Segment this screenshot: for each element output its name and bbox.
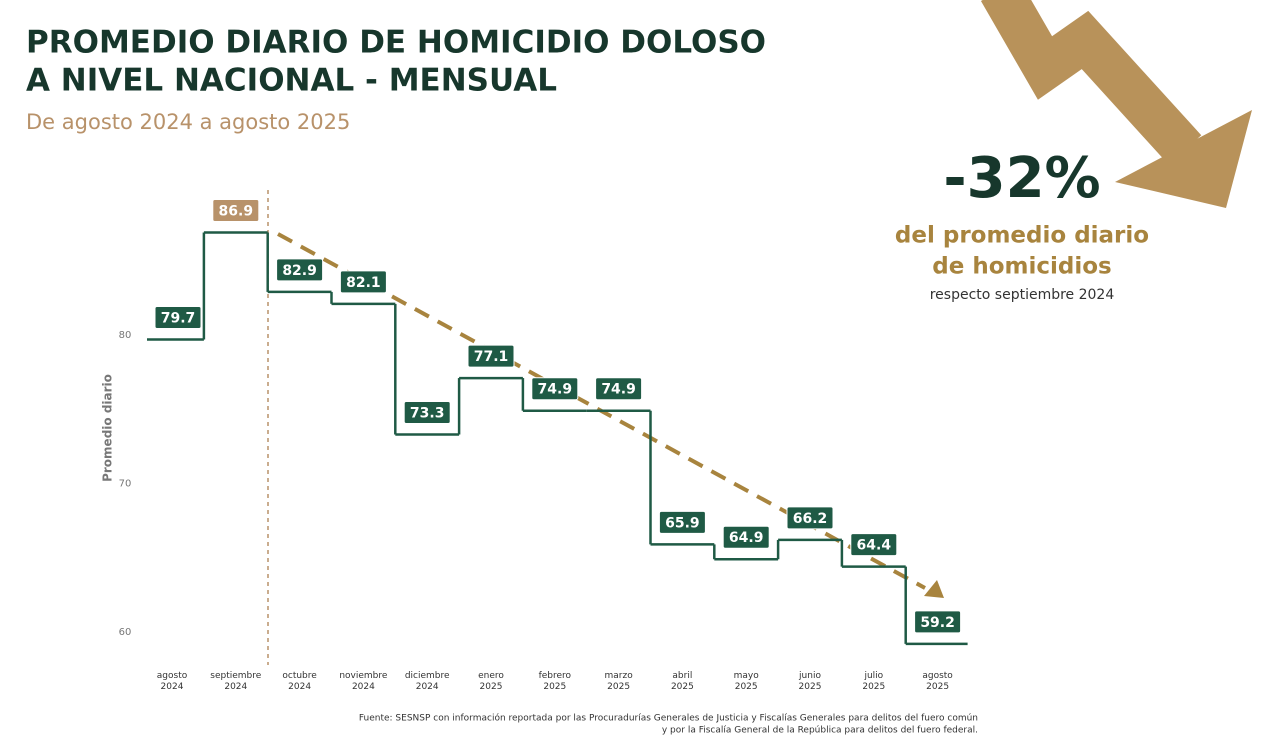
annotation-text: del promedio diario — [895, 223, 1149, 249]
value-label: 82.9 — [282, 263, 317, 279]
annotation-text: de homicidios — [932, 254, 1111, 280]
value-label: 86.9 — [219, 204, 254, 220]
x-tick-label: mayo 2025 — [734, 671, 760, 692]
value-label-box — [595, 377, 643, 401]
chart-title: PROMEDIO DIARIO DE HOMICIDIO DOLOSO — [26, 25, 766, 61]
value-label: 79.7 — [161, 310, 196, 326]
x-tick-label: agosto 2024 — [157, 671, 188, 692]
value-label-box — [276, 258, 324, 282]
value-label-box — [339, 270, 387, 294]
y-tick-label: 60 — [119, 627, 132, 638]
value-label: 73.3 — [410, 405, 445, 421]
value-label-box — [467, 344, 515, 368]
value-label-box — [212, 199, 260, 223]
trend-arrowhead — [924, 580, 944, 598]
x-tick-label: enero 2025 — [478, 671, 504, 692]
annotation-value: -32% — [943, 146, 1100, 211]
decor-arrowhead — [1115, 110, 1252, 208]
value-label-box — [658, 510, 706, 534]
x-tick-label: abril 2025 — [671, 671, 694, 692]
value-label: 77.1 — [474, 349, 509, 365]
source-note: Fuente: SESNSP con información reportada… — [359, 713, 978, 724]
annotation-note: respecto septiembre 2024 — [930, 287, 1115, 303]
y-axis-label: Promedio diario — [101, 374, 115, 482]
y-tick-label: 80 — [119, 330, 132, 341]
value-label-box — [850, 533, 898, 557]
y-tick-label: 70 — [119, 479, 132, 490]
value-label: 59.2 — [920, 615, 955, 631]
value-label: 82.1 — [346, 275, 381, 291]
x-tick-label: diciembre 2024 — [405, 671, 450, 692]
value-label: 64.9 — [729, 530, 764, 546]
value-label-box — [786, 506, 834, 530]
x-tick-label: noviembre 2024 — [339, 671, 388, 692]
value-label-box — [722, 525, 770, 549]
chart-subtitle: De agosto 2024 a agosto 2025 — [26, 110, 350, 134]
value-label: 65.9 — [665, 515, 700, 531]
x-tick-label: octubre 2024 — [282, 671, 317, 692]
x-tick-label: junio 2025 — [798, 671, 821, 692]
value-label: 66.2 — [793, 511, 828, 527]
value-label: 74.9 — [601, 382, 636, 398]
x-tick-label: marzo 2025 — [604, 671, 633, 692]
x-tick-label: agosto 2025 — [922, 671, 953, 692]
value-label-box — [403, 400, 451, 424]
x-tick-label: julio 2025 — [862, 671, 885, 692]
chart-title: A NIVEL NACIONAL - MENSUAL — [26, 63, 557, 99]
x-tick-label: febrero 2025 — [539, 671, 572, 692]
value-label-box — [154, 305, 202, 329]
value-label-box — [531, 377, 579, 401]
value-label: 64.4 — [857, 538, 892, 554]
source-note: y por la Fiscalía General de la Repúblic… — [662, 726, 978, 736]
value-label-box — [914, 610, 962, 634]
decor-arrow — [980, 0, 1202, 165]
x-tick-label: septiembre 2024 — [210, 671, 261, 692]
value-label: 74.9 — [538, 382, 573, 398]
